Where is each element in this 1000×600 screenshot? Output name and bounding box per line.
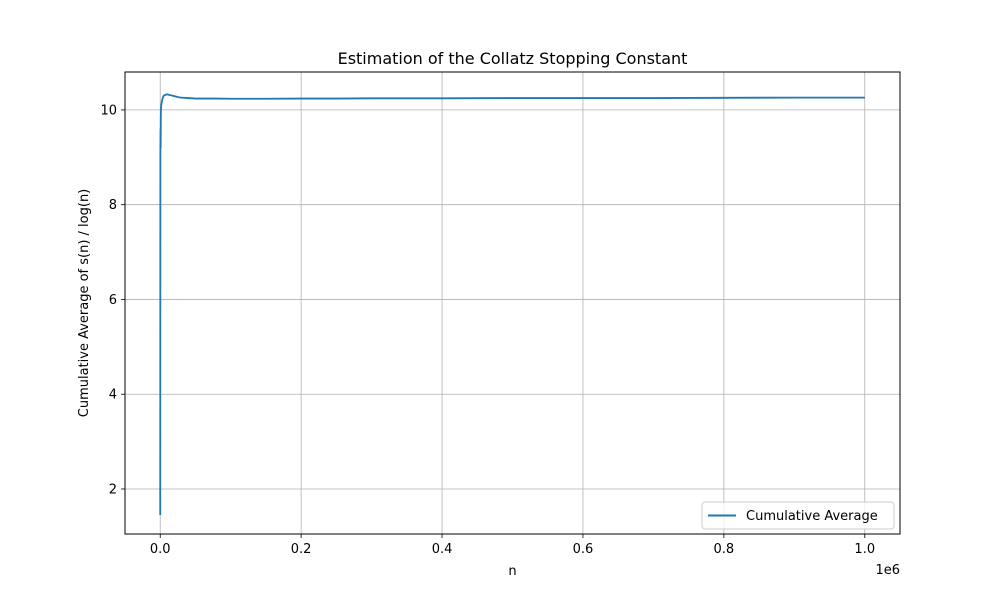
x-tick-label: 0.0: [150, 542, 171, 557]
legend: Cumulative Average: [701, 501, 895, 530]
chart-title: Estimation of the Collatz Stopping Const…: [338, 49, 688, 68]
x-axis-offset-label: 1e6: [875, 563, 900, 578]
legend-box: [701, 501, 895, 530]
ticks: 0.0 0.2 0.4 0.6 0.8 1.0 2 4 6 8 10: [100, 103, 875, 557]
legend-label-cumulative-average: Cumulative Average: [746, 509, 878, 524]
plot-frame: [124, 71, 901, 535]
y-axis-label: Cumulative Average of s(n) / log(n): [77, 189, 92, 418]
grid: [125, 72, 900, 534]
plot-area: [125, 72, 900, 534]
y-tick-label: 10: [100, 103, 117, 118]
y-tick-label: 8: [109, 198, 117, 213]
series-line-cumulative-average: [159, 93, 865, 516]
x-tick-label: 1.0: [854, 542, 875, 557]
x-axis-label: n: [508, 564, 516, 579]
x-tick-label: 0.2: [291, 542, 312, 557]
series: [159, 93, 865, 516]
y-tick-label: 2: [109, 482, 117, 497]
y-tick-label: 4: [109, 388, 117, 403]
y-tick-label: 6: [109, 293, 117, 308]
x-tick-label: 0.8: [714, 542, 735, 557]
x-tick-label: 0.6: [573, 542, 594, 557]
x-tick-label: 0.4: [432, 542, 453, 557]
